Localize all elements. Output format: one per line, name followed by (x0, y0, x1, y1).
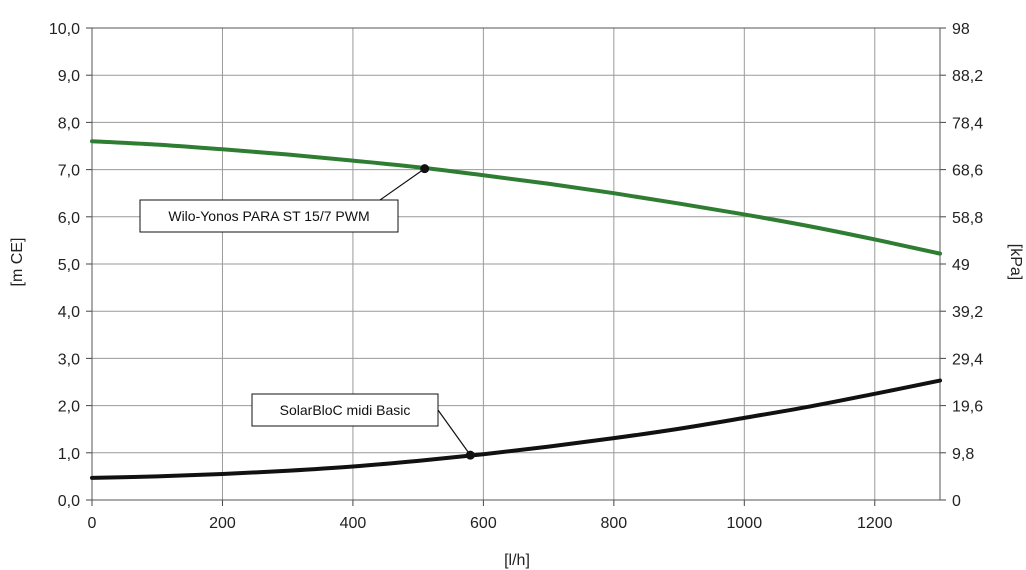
y-tick-label: 8,0 (58, 115, 80, 132)
callout-box (139, 199, 399, 233)
callout-label: Wilo-Yonos PARA ST 15/7 PWM (168, 208, 369, 224)
callout-leader (379, 168, 426, 201)
x-tick-label: 1000 (727, 515, 763, 532)
tick-labels: 0,0 0 1,0 9,8 2,0 19,6 3,0 29,4 4,0 39,2 5,0 49 6,0 5… (49, 21, 983, 532)
plot-frame (91, 27, 941, 501)
y2-tick-label: 29,4 (952, 351, 983, 368)
y2-tick-label: 98 (952, 21, 970, 38)
y-tick-label: 2,0 (58, 399, 80, 416)
y-tick-label: 1,0 (58, 446, 80, 463)
y2-tick-label: 19,6 (952, 399, 983, 416)
system-curve-line (90, 378, 942, 480)
x-tick-label: 400 (340, 515, 367, 532)
y2-tick-label: 68,6 (952, 163, 983, 180)
y2-tick-label: 39,2 (952, 304, 983, 321)
y2-tick-label: 58,8 (952, 210, 983, 227)
x-tick-label: 600 (470, 515, 497, 532)
y2-tick-label: 9,8 (952, 446, 974, 463)
y-tick-label: 7,0 (58, 163, 80, 180)
y-axis-label: [m CE] (9, 238, 26, 287)
x-tick-label: 200 (209, 515, 236, 532)
series-layer (90, 139, 942, 480)
callouts: Wilo-Yonos PARA ST 15/7 PWM SolarBloC mid… (139, 164, 475, 460)
y-tick-label: 3,0 (58, 351, 80, 368)
y-tick-label: 6,0 (58, 210, 80, 227)
callout-leader (437, 409, 471, 456)
x-tick-label: 1200 (857, 515, 893, 532)
y2-axis-label: [kPa] (1007, 244, 1024, 280)
y2-tick-label: 78,4 (952, 115, 983, 132)
y-tick-label: 9,0 (58, 68, 80, 85)
y2-tick-label: 49 (952, 257, 970, 274)
x-axis-label: [l/h] (504, 552, 530, 569)
y2-tick-label: 88,2 (952, 68, 983, 85)
callout-label: SolarBloC midi Basic (280, 402, 411, 418)
operating-point-dot (420, 164, 430, 174)
x-tick-label: 800 (600, 515, 627, 532)
grid (86, 27, 946, 506)
y-tick-label: 10,0 (49, 21, 80, 38)
y-tick-label: 4,0 (58, 304, 80, 321)
x-tick-label: 0 (88, 515, 97, 532)
y-tick-label: 5,0 (58, 257, 80, 274)
pump-curve-line (90, 139, 942, 256)
callout-box (251, 393, 439, 427)
operating-point-dot (465, 450, 475, 460)
y-tick-label: 0,0 (58, 493, 80, 510)
y2-tick-label: 0 (952, 493, 961, 510)
